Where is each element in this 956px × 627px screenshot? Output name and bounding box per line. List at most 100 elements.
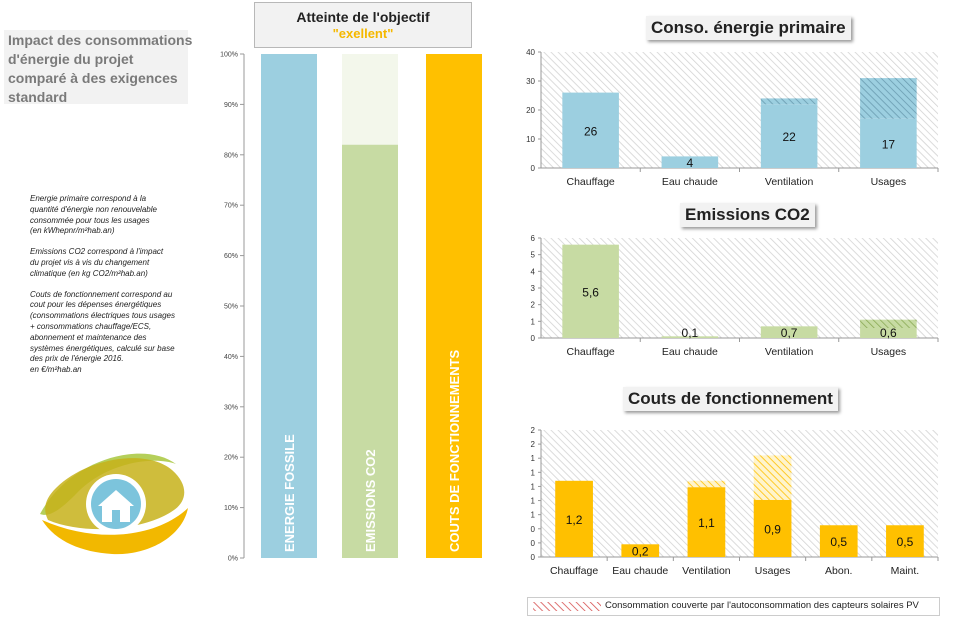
x-tick-label: Chauffage — [566, 346, 614, 358]
bar — [342, 144, 398, 558]
y-tick-label: 60% — [224, 253, 238, 260]
x-tick-label: Eau chaude — [612, 565, 668, 577]
y-tick-label: 40 — [526, 48, 535, 57]
bar-pv-segment — [760, 98, 818, 105]
co2-chart: 0 1 2 3 4 5 6 5,6 Chauffage 0,1 Eau chaude 0,7 Venti… — [531, 234, 939, 358]
x-tick-label: Usages — [871, 176, 907, 188]
side-title: Impact des consommations d'énergie du pr… — [4, 30, 193, 105]
y-tick-label: 20 — [526, 106, 535, 115]
data-label: 0,7 — [781, 326, 798, 340]
objective-title: Atteinte de l'objectif — [296, 9, 430, 25]
chart-title-energie: Conso. énergie primaire — [646, 16, 851, 40]
plot-background — [541, 430, 938, 557]
chart-title-co2: Emissions CO2 — [680, 203, 815, 227]
bar — [886, 525, 924, 557]
couts-chart: 0 0 0 1 1 1 1 1 2 2 1,2 Chauffage 0,2 Eau chaude 1,1 Ve… — [531, 426, 939, 577]
bar — [760, 326, 818, 338]
data-label: 17 — [882, 137, 896, 151]
y-tick-label: 20% — [224, 455, 238, 462]
y-tick-label: 10 — [526, 135, 535, 144]
x-tick-label: Maint. — [891, 565, 920, 577]
side-title-line: standard — [8, 89, 68, 105]
bar — [261, 54, 317, 558]
note-co2: Emissions CO2 correspond à l'impact du p… — [30, 247, 164, 278]
bar-label: EMISSIONS CO2 — [363, 449, 378, 552]
side-title-line: Impact des consommations — [8, 32, 193, 48]
y-tick-label: 0 — [531, 334, 536, 343]
bar-pv-segment — [687, 480, 726, 488]
x-tick-label: Ventilation — [765, 346, 814, 358]
x-tick-label: Abon. — [825, 565, 852, 577]
y-tick-label: 0% — [228, 556, 238, 563]
bar — [753, 499, 792, 557]
y-tick-label: 50% — [224, 304, 238, 311]
bar — [687, 487, 726, 557]
y-tick-label: 0 — [531, 553, 536, 562]
bar-pv-segment — [860, 319, 917, 328]
bar — [621, 544, 660, 557]
x-tick-label: Chauffage — [550, 565, 598, 577]
y-tick-label: 10% — [224, 505, 238, 512]
y-tick-label: 0 — [531, 525, 536, 534]
y-tick-label: 1 — [531, 454, 536, 463]
chart-title-couts: Couts de fonctionnement — [623, 387, 838, 411]
y-tick-label: 1 — [531, 468, 536, 477]
y-tick-label: 1 — [531, 511, 536, 520]
legend-pv-swatch — [533, 602, 601, 611]
y-tick-label: 4 — [531, 267, 536, 276]
x-tick-label: Ventilation — [765, 176, 814, 188]
data-label: 1,2 — [566, 513, 583, 527]
x-tick-label: Usages — [871, 346, 907, 358]
data-label: 0,5 — [897, 535, 914, 549]
bar-pv-segment — [860, 78, 917, 119]
side-notes: Energie primaire correspond à la quantit… — [30, 194, 208, 386]
data-label: 0,9 — [764, 522, 781, 536]
data-label: 5,6 — [582, 285, 599, 299]
data-label: 0,1 — [682, 326, 699, 340]
bar — [426, 54, 482, 558]
data-label: 1,1 — [698, 516, 715, 530]
bar — [562, 92, 619, 168]
y-tick-label: 80% — [224, 152, 238, 159]
y-tick-label: 6 — [531, 234, 536, 243]
data-label: 4 — [687, 156, 694, 170]
y-tick-label: 0 — [531, 164, 536, 173]
data-label: 0,6 — [880, 326, 897, 340]
y-tick-label: 1 — [531, 482, 536, 491]
bar — [555, 480, 593, 557]
objective-header: Atteinte de l'objectif "exellent" — [254, 2, 472, 48]
y-tick-label: 1 — [531, 497, 536, 506]
bar-label: ENERGIE FOSSILE — [282, 434, 297, 552]
y-tick-label: 2 — [531, 426, 536, 435]
bar-label: COUTS DE FONCTIONNEMENTS — [447, 349, 462, 552]
legend-pv-label: Consommation couverte par l'autoconsomma… — [605, 600, 919, 611]
y-tick-label: 100% — [220, 52, 238, 59]
bar-remaining — [342, 54, 398, 145]
y-tick-label: 90% — [224, 102, 238, 109]
y-tick-label: 2 — [531, 301, 536, 310]
x-tick-label: Eau chaude — [662, 176, 718, 188]
legend — [527, 597, 940, 616]
data-label: 0,2 — [632, 545, 649, 559]
bar — [661, 336, 719, 338]
note-couts: Couts de fonctionnement correspond au co… — [30, 289, 175, 375]
data-label: 22 — [782, 130, 796, 144]
y-tick-label: 30% — [224, 404, 238, 411]
x-tick-label: Chauffage — [566, 176, 614, 188]
y-tick-label: 0 — [531, 539, 536, 548]
y-tick-label: 2 — [531, 440, 536, 449]
y-tick-label: 70% — [224, 203, 238, 210]
y-tick-label: 5 — [531, 251, 536, 260]
x-tick-label: Ventilation — [682, 565, 731, 577]
x-tick-label: Eau chaude — [662, 346, 718, 358]
y-tick-label: 3 — [531, 284, 536, 293]
bar — [661, 156, 719, 168]
bar — [562, 244, 619, 338]
bar — [760, 104, 818, 168]
objective-rating: "exellent" — [332, 26, 394, 41]
bar — [819, 525, 858, 557]
bar-pv-segment — [753, 455, 792, 500]
side-title-line: comparé à des exigences — [8, 70, 178, 86]
bar — [860, 328, 917, 338]
data-label: 0,5 — [830, 535, 847, 549]
